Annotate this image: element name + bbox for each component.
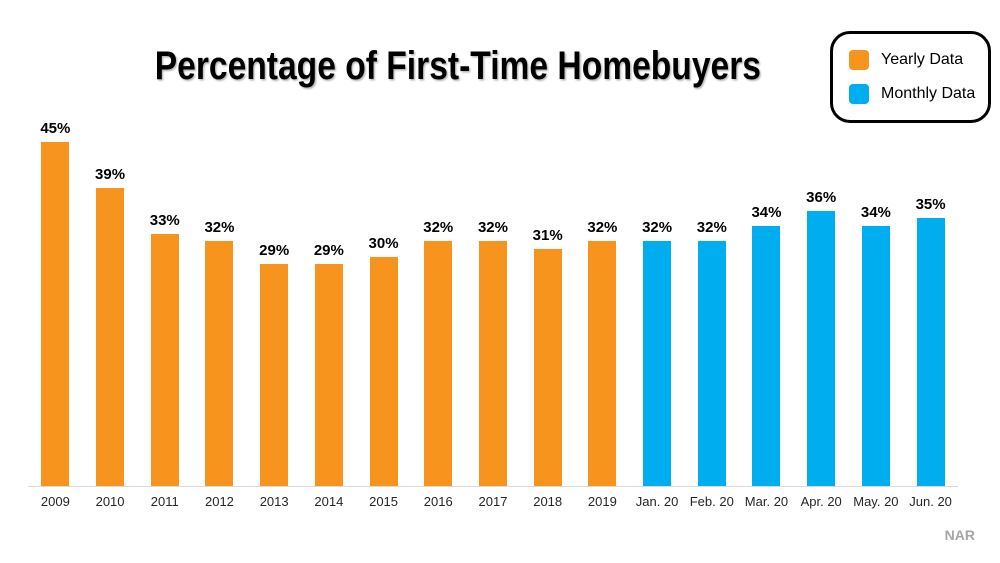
x-axis-label: Jun. 20 — [909, 494, 952, 509]
x-axis-line — [28, 486, 958, 487]
bar — [314, 264, 343, 486]
bar-group: 35% Jun. 20 — [903, 100, 958, 509]
bar — [205, 241, 234, 486]
chart-title-text: Percentage of First-Time Homebuyers — [154, 44, 762, 88]
bar-group: 32% Jan. 20 — [630, 100, 685, 509]
bar-value-label: 32% — [642, 219, 673, 236]
plot-area: 45% 2009 39% 2010 33% 2011 32% 2012 29% 2013 29% 20… — [28, 100, 958, 509]
bar — [96, 188, 125, 486]
bar-value-label: 35% — [915, 196, 946, 213]
bar — [861, 226, 890, 486]
bar-group: 33% 2011 — [137, 100, 192, 509]
bar — [643, 241, 672, 486]
bar-value-label: 33% — [149, 212, 180, 229]
bar-value-label: 32% — [587, 219, 618, 236]
x-axis-label: 2011 — [150, 494, 179, 509]
legend: Yearly Data Monthly Data — [830, 31, 991, 123]
x-axis-label: 2015 — [369, 494, 399, 509]
bar — [478, 241, 507, 486]
x-axis-label: May. 20 — [853, 494, 899, 509]
x-axis-label: 2018 — [533, 494, 563, 509]
bar — [260, 264, 289, 486]
legend-swatch-icon — [849, 50, 869, 70]
bar-value-label: 32% — [477, 219, 508, 236]
bar-group: 45% 2009 — [28, 100, 83, 509]
bar-group: 32% 2017 — [466, 100, 521, 509]
bar — [752, 226, 781, 486]
x-axis-label: 2014 — [314, 494, 344, 509]
legend-item: Monthly Data — [849, 84, 988, 104]
x-axis-label: Jan. 20 — [635, 494, 679, 509]
source-label: NAR — [944, 527, 975, 543]
bar-group: 36% Apr. 20 — [794, 100, 849, 509]
x-axis-label: Mar. 20 — [744, 494, 789, 509]
bar-value-label: 32% — [423, 219, 454, 236]
x-axis-label: 2013 — [259, 494, 289, 509]
bar-group: 32% 2019 — [575, 100, 630, 509]
x-axis-label: 2009 — [40, 494, 70, 509]
bar-group: 34% Mar. 20 — [739, 100, 794, 509]
bar — [41, 142, 70, 486]
bar — [697, 241, 726, 486]
bar — [533, 249, 562, 486]
bar — [424, 241, 453, 486]
bar-value-label: 31% — [532, 227, 563, 244]
bar-group: 29% 2013 — [247, 100, 302, 509]
bars-container: 45% 2009 39% 2010 33% 2011 32% 2012 29% 2013 29% 20… — [28, 100, 958, 509]
x-axis-label: 2017 — [478, 494, 508, 509]
legend-swatch-icon — [849, 84, 869, 104]
chart-title: Percentage of First-Time Homebuyers — [0, 42, 916, 90]
bar-value-label: 36% — [806, 189, 837, 206]
legend-item-label: Yearly Data — [881, 51, 964, 68]
bar-group: 32% Feb. 20 — [684, 100, 739, 509]
x-axis-label: Apr. 20 — [800, 494, 842, 509]
bar — [369, 257, 398, 486]
bar-value-label: 39% — [95, 166, 126, 183]
bar-value-label: 34% — [751, 204, 782, 221]
bar-group: 32% 2012 — [192, 100, 247, 509]
bar — [150, 234, 179, 486]
bar-group: 34% May. 20 — [849, 100, 904, 509]
bar — [916, 218, 945, 486]
x-axis-label: 2016 — [423, 494, 453, 509]
x-axis-label: 2019 — [587, 494, 617, 509]
bar — [807, 211, 836, 486]
bar-group: 30% 2015 — [356, 100, 411, 509]
bar-value-label: 29% — [313, 242, 344, 259]
bar-group: 39% 2010 — [83, 100, 138, 509]
bar-value-label: 30% — [368, 235, 399, 252]
bar-value-label: 32% — [204, 219, 235, 236]
bar-group: 32% 2016 — [411, 100, 466, 509]
bar-value-label: 29% — [259, 242, 290, 259]
x-axis-label: 2010 — [95, 494, 125, 509]
bar — [588, 241, 617, 486]
legend-item: Yearly Data — [849, 50, 988, 70]
legend-item-label: Monthly Data — [881, 85, 976, 102]
bar-value-label: 32% — [696, 219, 727, 236]
bar-group: 31% 2018 — [520, 100, 575, 509]
bar-group: 29% 2014 — [302, 100, 357, 509]
x-axis-label: Feb. 20 — [689, 494, 734, 509]
bar-value-label: 45% — [40, 120, 71, 137]
bar-value-label: 34% — [860, 204, 891, 221]
x-axis-label: 2012 — [204, 494, 234, 509]
